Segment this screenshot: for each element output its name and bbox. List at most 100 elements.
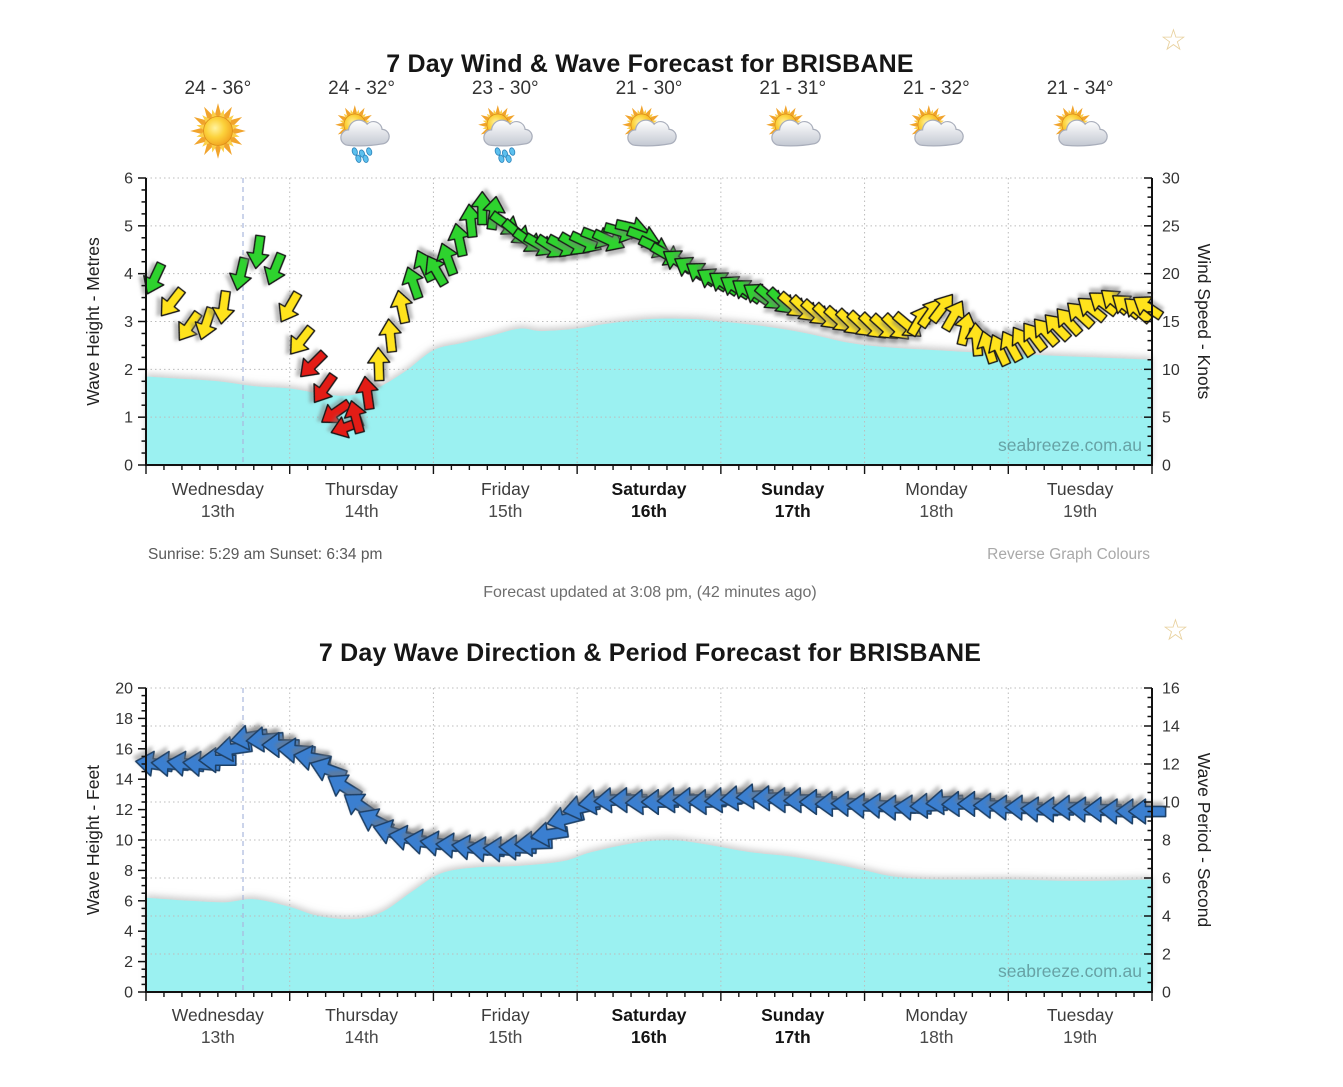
favorite-star-icon[interactable]: ☆ xyxy=(1160,24,1187,57)
right-axis-tick-label: 10 xyxy=(1162,795,1180,812)
wind-direction-arrow xyxy=(954,311,978,347)
x-axis-day-label: Friday xyxy=(481,1005,530,1025)
right-axis-tick-label: 20 xyxy=(1162,266,1180,283)
x-axis-day-label: Sunday xyxy=(761,1005,824,1025)
wind-direction-arrow xyxy=(470,190,494,226)
right-axis-title: Wave Period - Second xyxy=(1194,753,1214,927)
wind-direction-arrow xyxy=(1044,314,1073,343)
seabreeze-watermark: seabreeze.com.au xyxy=(998,435,1142,455)
day-summary: 24 - 32° xyxy=(289,78,435,169)
weather-rain-icon xyxy=(289,100,435,169)
right-axis-tick-label: 25 xyxy=(1162,218,1180,235)
day-summary: 21 - 30° xyxy=(576,78,722,169)
x-axis-date-label: 18th xyxy=(919,501,953,521)
x-axis-date-label: 14th xyxy=(345,501,379,521)
left-axis-title: Wave Height - Metres xyxy=(83,237,103,406)
day-summary: 21 - 31° xyxy=(720,78,866,169)
x-axis-date-label: 16th xyxy=(631,1027,667,1047)
x-axis-date-label: 18th xyxy=(919,1027,953,1047)
left-axis-tick-label: 14 xyxy=(115,772,133,789)
wave-direction-arrow xyxy=(1127,798,1167,825)
x-axis-day-label: Friday xyxy=(481,479,530,499)
wind-direction-arrow xyxy=(160,286,186,317)
seabreeze-watermark: seabreeze.com.au xyxy=(998,961,1142,981)
x-axis-day-label: Saturday xyxy=(612,1005,687,1025)
wind-direction-arrow xyxy=(246,234,270,270)
x-axis-day-label: Saturday xyxy=(612,479,687,499)
temperature-range: 23 - 30° xyxy=(471,78,539,99)
right-axis-tick-label: 16 xyxy=(1162,681,1180,698)
x-axis-day-label: Monday xyxy=(905,479,968,499)
wave-height-area xyxy=(146,839,1152,992)
favorite-star-icon[interactable]: ☆ xyxy=(1162,614,1189,647)
x-axis-day-label: Wednesday xyxy=(172,479,264,499)
wind-direction-arrow xyxy=(378,318,402,353)
wind-direction-arrow xyxy=(941,300,965,333)
x-axis-date-label: 19th xyxy=(1063,1027,1097,1047)
x-axis-date-label: 19th xyxy=(1063,501,1097,521)
right-axis-tick-label: 12 xyxy=(1162,757,1180,774)
x-axis-day-label: Tuesday xyxy=(1047,479,1114,499)
left-axis-tick-label: 6 xyxy=(124,893,133,910)
x-axis-date-label: 17th xyxy=(775,501,811,521)
left-axis-tick-label: 4 xyxy=(124,924,133,941)
left-axis-tick-label: 0 xyxy=(124,985,133,1002)
x-axis-date-label: 14th xyxy=(345,1027,379,1047)
x-axis-date-label: 15th xyxy=(488,1027,522,1047)
wind-direction-arrow xyxy=(1011,326,1036,359)
wave-chart-title: 7 Day Wave Direction & Period Forecast f… xyxy=(318,638,982,667)
sunrise-sunset-text: Sunrise: 5:29 am Sunset: 6:34 pm xyxy=(148,546,383,563)
forecast-updated-text: Forecast updated at 3:08 pm, (42 minutes… xyxy=(483,584,817,601)
left-axis-tick-label: 16 xyxy=(115,741,133,758)
x-axis-day-label: Tuesday xyxy=(1047,1005,1114,1025)
left-axis-tick-label: 10 xyxy=(115,833,133,850)
chart-wave-period: seabreeze.com.au 0 2 4 6 8 10 12 14 16 18 20 0 2 4 6 8 10… xyxy=(83,681,1214,1048)
wind-direction-arrow xyxy=(313,372,338,404)
x-axis-date-label: 13th xyxy=(201,501,235,521)
right-axis-tick-label: 5 xyxy=(1162,410,1171,427)
wind-direction-arrow xyxy=(178,309,203,341)
temperature-range: 21 - 31° xyxy=(759,78,827,99)
right-axis-tick-label: 6 xyxy=(1162,871,1171,888)
right-axis-tick-label: 10 xyxy=(1162,362,1180,379)
left-axis-tick-label: 2 xyxy=(124,362,133,379)
x-axis-day-label: Monday xyxy=(905,1005,968,1025)
right-axis-tick-label: 4 xyxy=(1162,909,1171,926)
wind-direction-arrow xyxy=(447,222,471,258)
wind-direction-arrow xyxy=(278,290,303,323)
wind-direction-arrow xyxy=(321,398,353,424)
day-summary: 21 - 32° xyxy=(863,78,1009,169)
right-axis-tick-label: 8 xyxy=(1162,833,1171,850)
wind-direction-arrow xyxy=(458,203,483,239)
chart-wind-wave: seabreeze.com.au 0 1 2 3 4 5 6 0 5 10 15 20 25 30 Wave … xyxy=(83,171,1214,522)
left-axis-tick-label: 5 xyxy=(124,218,133,235)
wind-direction-arrow xyxy=(1132,296,1165,321)
wind-direction-arrow xyxy=(229,256,252,291)
temperature-range: 21 - 32° xyxy=(903,78,970,99)
left-axis-tick-label: 0 xyxy=(124,458,133,475)
left-axis-tick-label: 20 xyxy=(115,681,133,698)
reverse-graph-colours-link[interactable]: Reverse Graph Colours xyxy=(987,546,1150,563)
weather-sunny-icon xyxy=(145,100,291,169)
left-axis-title: Wave Height - Feet xyxy=(83,765,103,915)
wind-direction-arrow xyxy=(401,266,424,301)
right-axis-tick-label: 2 xyxy=(1162,947,1171,964)
wind-direction-arrow xyxy=(425,255,449,288)
right-axis-title: Wind Speed - Knots xyxy=(1194,244,1214,400)
x-axis-day-label: Sunday xyxy=(761,479,824,499)
wave-direction-arrow xyxy=(309,756,348,782)
wind-direction-arrow xyxy=(367,346,391,382)
left-axis-tick-label: 8 xyxy=(124,863,133,880)
weather-rain-icon xyxy=(432,100,578,169)
day-summary: 21 - 34° xyxy=(1007,78,1153,169)
wind-direction-arrow xyxy=(389,289,413,325)
left-axis-tick-label: 2 xyxy=(124,954,133,971)
wind-direction-arrow xyxy=(964,322,989,357)
left-axis-tick-label: 1 xyxy=(124,410,133,427)
wind-direction-arrow xyxy=(343,400,367,435)
wave-height-area xyxy=(146,318,1152,465)
temperature-range: 21 - 34° xyxy=(1046,78,1114,99)
left-axis-tick-label: 3 xyxy=(124,314,133,331)
temperature-range: 21 - 30° xyxy=(615,78,683,99)
